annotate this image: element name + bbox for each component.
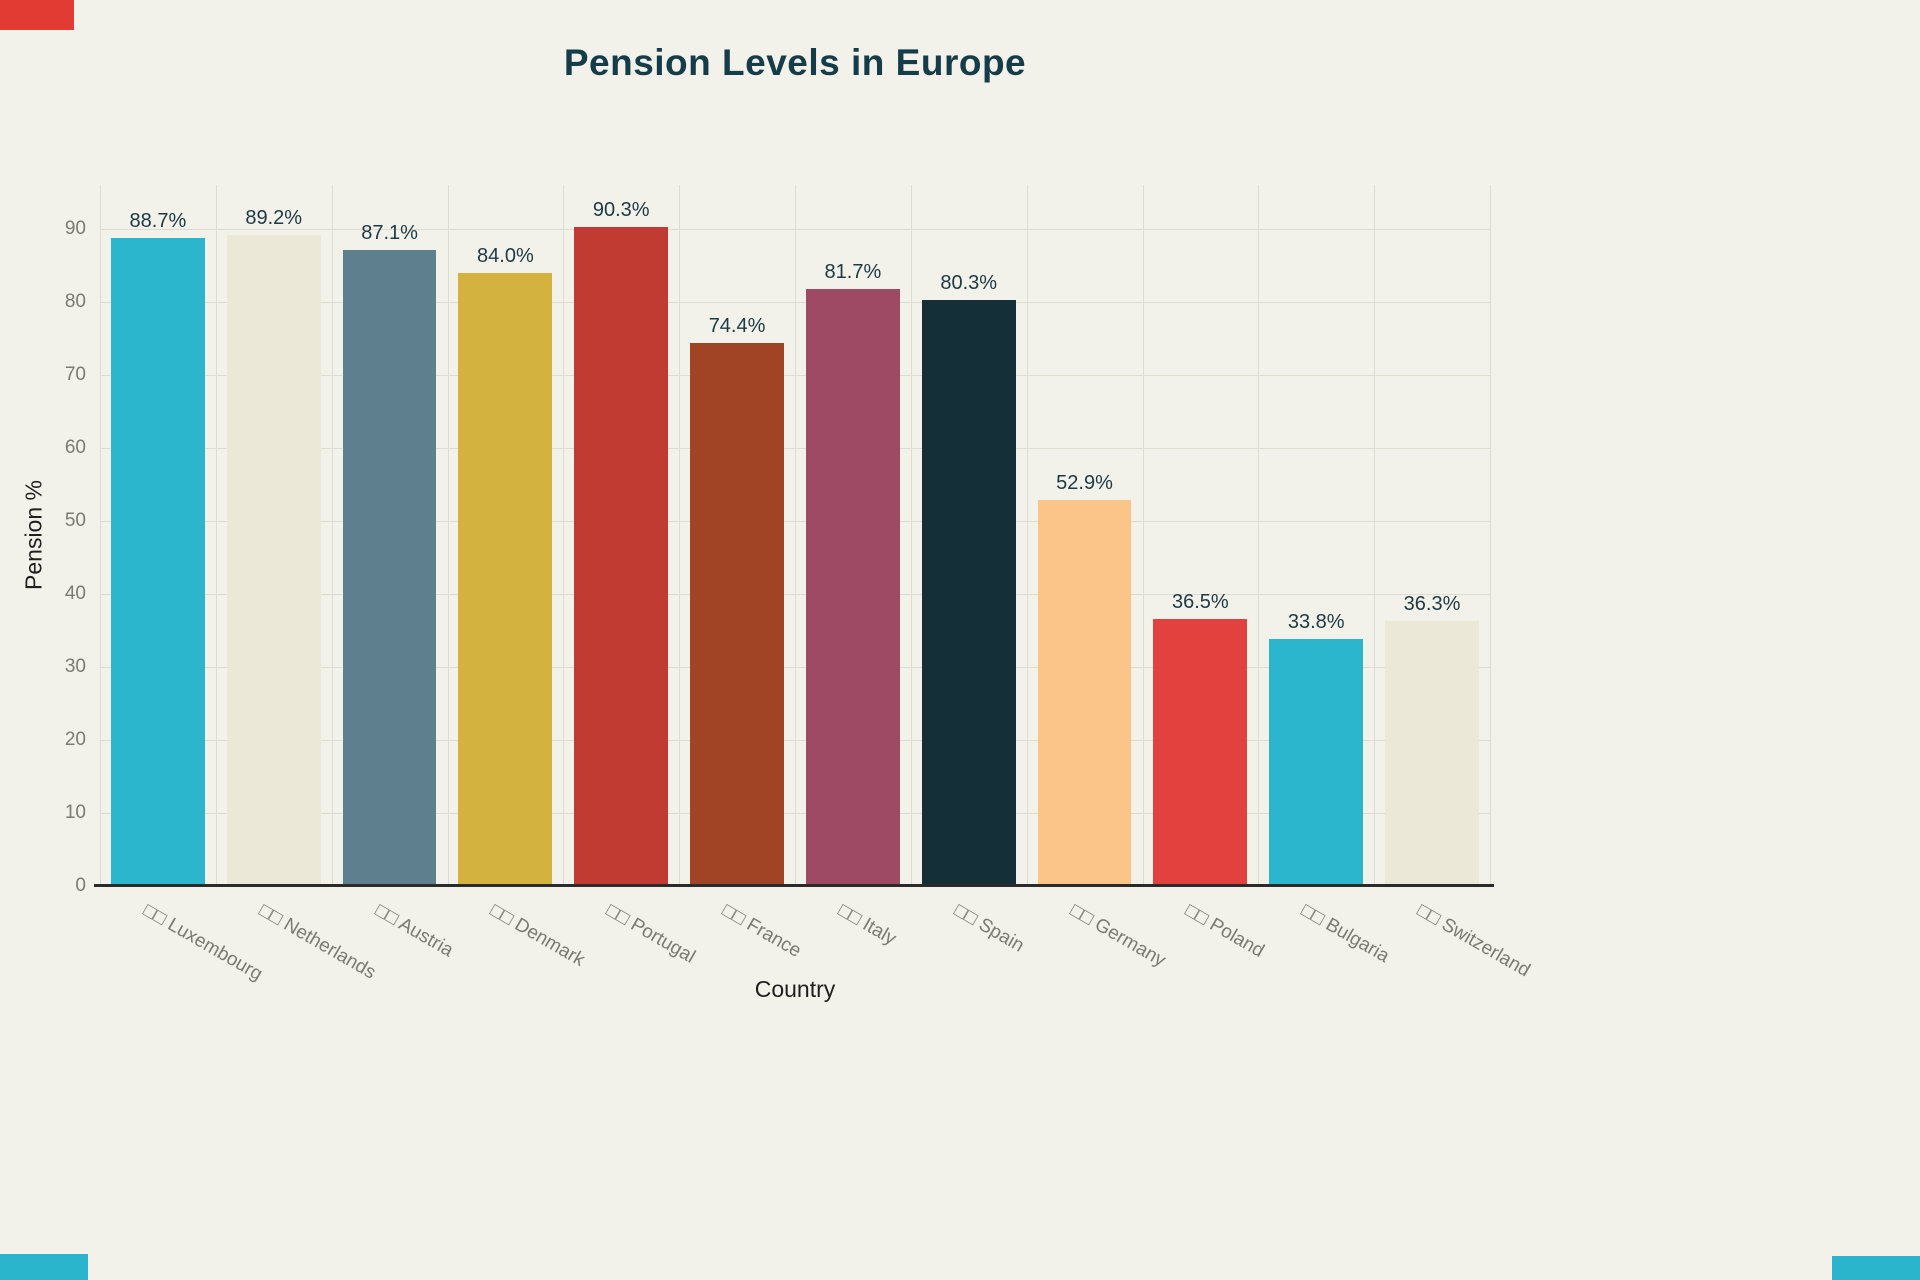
plot-area: 88.7% 89.2% 87.1% 84.0% 90.3% 74.4% 81.7% 80.3%… [100, 185, 1491, 886]
bar-value-label: 87.1% [361, 222, 418, 244]
y-tick-label: 90 [64, 217, 86, 239]
gridline-vertical [100, 185, 101, 886]
bar-slot-spain: 80.3% [911, 185, 1027, 886]
bar-portugal[interactable] [574, 226, 669, 886]
bar-slot-austria: 87.1% [332, 185, 448, 886]
bar-slot-poland: 36.5% [1142, 185, 1258, 886]
bar-austria[interactable] [342, 250, 437, 886]
corner-accent-top-left [0, 0, 74, 30]
gridline-vertical [215, 185, 217, 886]
chart-title: Pension Levels in Europe [563, 42, 1027, 83]
y-tick-label: 60 [64, 436, 86, 458]
x-tick-label: □□ Poland [1181, 900, 1269, 962]
y-axis-tick-labels: 0 10 20 30 40 50 60 70 80 90 [0, 185, 90, 896]
x-tick-label: □□ France [718, 900, 805, 962]
x-tick-label: □□ Switzerland [1413, 900, 1534, 982]
bar-value-label: 84.0% [477, 244, 534, 267]
bar-value-label: 74.4% [708, 314, 766, 337]
y-tick-label: 80 [64, 290, 86, 312]
bar-germany[interactable] [1037, 499, 1132, 886]
gridline-vertical [1490, 185, 1491, 886]
x-tick-label: □□ Germany [1066, 900, 1169, 972]
bar-value-label: 36.3% [1403, 592, 1461, 615]
bar-switzerland[interactable] [1385, 620, 1479, 886]
gridline-vertical [563, 185, 565, 886]
corner-accent-bottom-right [1832, 1256, 1920, 1280]
bars-layer: 88.7% 89.2% 87.1% 84.0% 90.3% 74.4% 81.7% 80.3%… [100, 185, 1490, 886]
bar-netherlands[interactable] [226, 234, 321, 886]
x-tick-label: □□ Bulgaria [1297, 900, 1394, 968]
bar-spain[interactable] [921, 299, 1016, 886]
gridline-vertical [447, 185, 449, 886]
bar-value-label: 80.3% [940, 271, 998, 294]
bar-value-label: 36.5% [1172, 591, 1229, 614]
y-tick-label: 10 [64, 801, 86, 823]
bar-slot-germany: 52.9% [1027, 185, 1143, 886]
bar-slot-italy: 81.7% [795, 185, 911, 886]
x-tick-label: □□ Italy [834, 900, 900, 950]
bar-slot-switzerland: 36.3% [1374, 185, 1490, 886]
gridline-vertical [1374, 185, 1376, 886]
bar-value-label: 90.3% [592, 198, 650, 221]
bar-denmark[interactable] [458, 272, 553, 886]
x-tick-label: □□ Luxembourg [139, 900, 266, 986]
bar-slot-france: 74.4% [679, 185, 795, 886]
bar-france[interactable] [690, 342, 784, 886]
gridline-vertical [1142, 185, 1144, 886]
bar-italy[interactable] [805, 289, 900, 886]
y-tick-label: 70 [64, 363, 86, 385]
bar-value-label: 81.7% [824, 261, 882, 284]
y-tick-label: 30 [64, 655, 86, 677]
bar-luxembourg[interactable] [111, 238, 205, 886]
gridline-vertical [1026, 185, 1028, 886]
bar-value-label: 89.2% [245, 206, 303, 229]
gridline-vertical [1258, 185, 1260, 886]
bar-value-label: 88.7% [129, 210, 187, 233]
x-tick-label: □□ Austria [371, 900, 457, 962]
corner-accent-bottom-left [0, 1254, 88, 1280]
x-tick-label: □□ Portugal [602, 900, 699, 968]
x-axis-line [94, 884, 1494, 887]
bar-value-label: 52.9% [1056, 471, 1113, 494]
gridline-vertical [910, 185, 912, 886]
x-tick-label: □□ Denmark [486, 900, 589, 971]
bar-slot-denmark: 84.0% [447, 185, 563, 886]
bar-slot-bulgaria: 33.8% [1258, 185, 1374, 886]
gridline-vertical [679, 185, 681, 886]
x-axis-title: Country [754, 976, 836, 1002]
x-tick-label: □□ Netherlands [255, 900, 379, 984]
y-tick-label: 50 [64, 509, 86, 531]
bar-value-label: 33.8% [1287, 611, 1345, 634]
bar-slot-portugal: 90.3% [563, 185, 679, 886]
y-tick-label: 0 [75, 875, 86, 896]
x-axis-tick-labels: □□ Luxembourg □□ Netherlands □□ Austria □□ … [100, 886, 1533, 1026]
x-tick-label: □□ Spain [950, 900, 1028, 957]
gridline-vertical [331, 185, 333, 886]
bar-bulgaria[interactable] [1269, 639, 1364, 886]
y-tick-label: 20 [64, 728, 86, 750]
bar-poland[interactable] [1153, 619, 1248, 886]
bar-slot-netherlands: 89.2% [216, 185, 332, 886]
bar-slot-luxembourg: 88.7% [100, 185, 216, 886]
y-tick-label: 40 [64, 582, 86, 604]
gridline-vertical [795, 185, 796, 886]
